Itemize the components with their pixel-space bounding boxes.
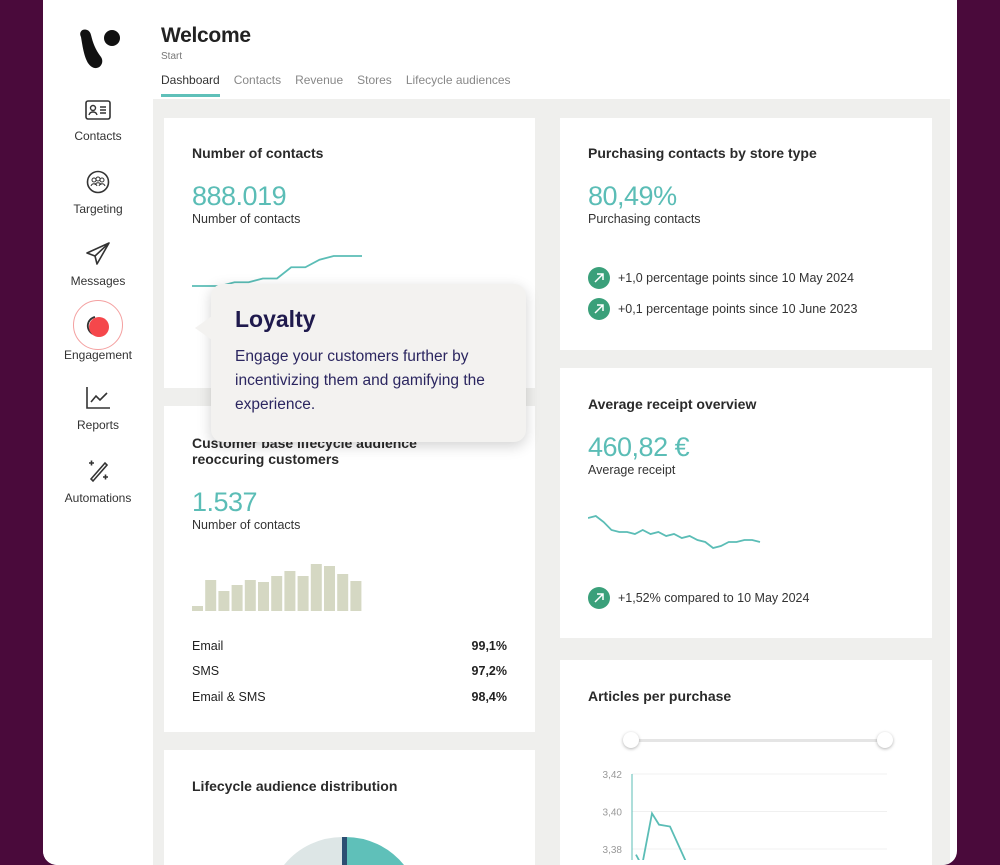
sparkline-path (192, 255, 362, 287)
distribution-donut (284, 836, 404, 865)
row-label: Email (192, 639, 224, 653)
sparkline-path (588, 515, 761, 549)
card-title: Lifecycle audience distribution (192, 778, 398, 794)
paper-plane-icon (86, 242, 110, 265)
contacts-value: 888.019 (192, 181, 287, 211)
contact-card-icon (85, 100, 111, 120)
sidebar-item-reports[interactable]: Reports (43, 386, 153, 432)
tab-dashboard[interactable]: Dashboard (161, 73, 220, 97)
bar (205, 580, 217, 611)
card-average-receipt: Average receipt overview 460,82 € Averag… (560, 368, 932, 638)
row-label: SMS (192, 664, 220, 678)
delta-text: +0,1 percentage points since 10 June 202… (618, 302, 858, 316)
range-slider-handle-left[interactable] (623, 732, 639, 748)
sidebar-item-contacts[interactable]: Contacts (43, 99, 153, 143)
channel-row-email: Email 99,1% (192, 639, 507, 653)
tab-contacts[interactable]: Contacts (233, 73, 282, 87)
bar (310, 564, 322, 611)
bar (271, 576, 283, 611)
sidebar-item-automations[interactable]: Automations (43, 457, 153, 505)
bar (284, 571, 296, 611)
group-icon (86, 170, 110, 194)
row-value: 98,4% (471, 690, 507, 704)
lifecycle-label: Number of contacts (192, 518, 301, 532)
delta-text: +1,0 percentage points since 10 May 2024 (618, 271, 854, 285)
receipt-sparkline (588, 515, 761, 549)
card-title: Average receipt overview (588, 396, 757, 412)
lifecycle-bar-chart (192, 564, 362, 611)
contacts-label: Number of contacts (192, 212, 301, 226)
card-title: Purchasing contacts by store type (588, 145, 817, 161)
card-title: Articles per purchase (588, 688, 732, 704)
y-tick-label: 3,40 (603, 808, 623, 819)
bar (244, 580, 256, 611)
row-value: 99,1% (471, 639, 507, 653)
tab-revenue[interactable]: Revenue (295, 73, 344, 87)
purchasing-label: Purchasing contacts (588, 212, 701, 226)
sidebar: Contacts Targeting Messages Engagement R… (43, 0, 153, 865)
bar (218, 591, 230, 611)
bar (337, 574, 349, 611)
card-title: Number of contacts (192, 145, 324, 161)
sidebar-item-targeting[interactable]: Targeting (43, 170, 153, 216)
card-lifecycle-distribution: Lifecycle audience distribution (164, 750, 535, 865)
channel-row-sms: SMS 97,2% (192, 664, 507, 678)
tooltip-title: Loyalty (235, 306, 316, 332)
channel-row-email-sms: Email & SMS 98,4% (192, 690, 507, 704)
bar (350, 581, 362, 611)
delta-text: +1,52% compared to 10 May 2024 (618, 591, 810, 605)
purchasing-value: 80,49% (588, 181, 677, 211)
magic-wand-icon (89, 460, 109, 483)
row-label: Email & SMS (192, 690, 266, 704)
tab-bar: Dashboard Contacts Revenue Stores Lifecy… (161, 73, 511, 97)
card-lifecycle-reoccuring: Customer base lifecycle audience reoccur… (164, 406, 535, 732)
bar (324, 566, 335, 611)
delta-row: +1,0 percentage points since 10 May 2024 (588, 267, 854, 289)
bar (231, 585, 243, 611)
arrow-up-right-icon (588, 298, 610, 320)
articles-line-chart: 3,42 3,40 3,38 (603, 770, 887, 860)
logo (80, 29, 120, 69)
loyalty-icon (73, 300, 123, 350)
bar (192, 606, 203, 611)
bar (297, 576, 309, 611)
y-tick-label: 3,42 (603, 770, 623, 781)
page-title: Welcome (161, 24, 251, 47)
series-line (635, 810, 687, 860)
dashboard-area: Number of contacts 888.019 Number of con… (153, 99, 950, 865)
line-chart-icon (86, 387, 110, 409)
delta-row: +1,52% compared to 10 May 2024 (588, 587, 809, 609)
receipt-label: Average receipt (588, 463, 676, 477)
page-header: Welcome Start Dashboard Contacts Revenue… (161, 24, 511, 97)
row-value: 97,2% (471, 664, 507, 678)
breadcrumb: Start (161, 51, 183, 62)
sidebar-item-engagement[interactable]: Engagement (43, 300, 153, 362)
tab-lifecycle-audiences[interactable]: Lifecycle audiences (405, 73, 511, 87)
arrow-up-right-icon (588, 587, 610, 609)
tab-stores[interactable]: Stores (357, 73, 392, 87)
lifecycle-value: 1.537 (192, 487, 258, 517)
card-articles-per-purchase: Articles per purchase 3,42 3,40 3,38 (560, 660, 932, 865)
range-slider-track[interactable] (631, 739, 886, 742)
receipt-value: 460,82 € (588, 432, 690, 462)
bar (258, 582, 269, 611)
range-slider-handle-right[interactable] (877, 732, 893, 748)
tooltip-body: Engage your customers further by incenti… (235, 348, 485, 413)
delta-row: +0,1 percentage points since 10 June 202… (588, 298, 857, 320)
sidebar-item-messages[interactable]: Messages (43, 242, 153, 288)
card-purchasing-contacts: Purchasing contacts by store type 80,49%… (560, 118, 932, 350)
loyalty-tooltip: Loyalty Engage your customers further by… (195, 284, 526, 442)
y-tick-label: 3,38 (603, 845, 623, 856)
arrow-up-right-icon (588, 267, 610, 289)
app-window: Contacts Targeting Messages Engagement R… (43, 0, 957, 865)
